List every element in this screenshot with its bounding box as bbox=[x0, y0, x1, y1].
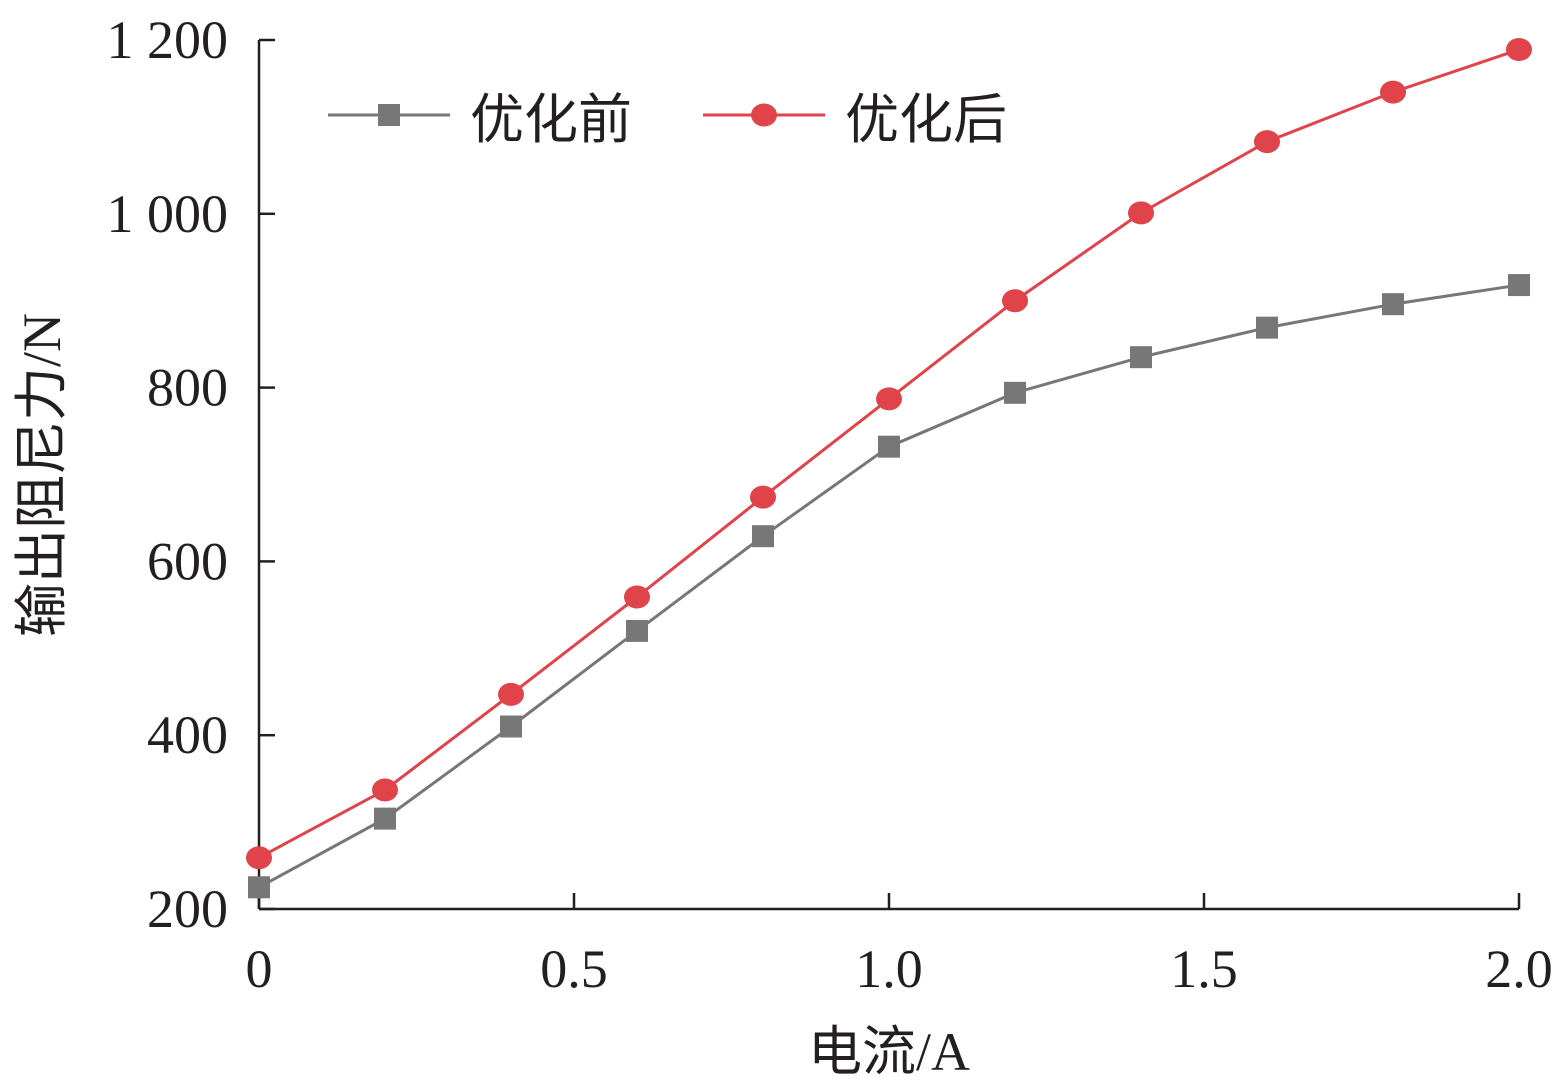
x-tick-label: 1.5 bbox=[1170, 939, 1238, 999]
data-point-square bbox=[878, 435, 900, 458]
data-point-circle bbox=[624, 585, 650, 609]
data-point-circle bbox=[246, 846, 272, 870]
y-tick-label: 600 bbox=[147, 531, 228, 591]
data-point-circle bbox=[750, 485, 776, 509]
data-point-square bbox=[1508, 274, 1530, 297]
y-axis-label: 输出阻尼力/N bbox=[12, 313, 72, 637]
data-point-square bbox=[626, 619, 648, 642]
x-axis-label: 电流/A bbox=[808, 1022, 970, 1082]
data-point-circle bbox=[876, 387, 902, 411]
data-point-square bbox=[752, 525, 774, 548]
data-point-circle bbox=[372, 778, 398, 802]
data-point-circle bbox=[1506, 38, 1532, 62]
data-point-square bbox=[1256, 316, 1278, 339]
legend-label: 优化前 bbox=[470, 90, 632, 150]
data-point-square bbox=[500, 715, 522, 738]
x-tick-label: 0.5 bbox=[540, 939, 608, 999]
series-group bbox=[246, 38, 1532, 899]
data-point-circle bbox=[1002, 289, 1028, 313]
legend-label: 优化后 bbox=[845, 90, 1007, 150]
data-point-circle bbox=[1254, 130, 1280, 154]
x-tick-label: 1.0 bbox=[855, 939, 923, 999]
legend-marker-circle bbox=[751, 103, 777, 127]
x-tick-label: 2.0 bbox=[1485, 939, 1553, 999]
data-point-square bbox=[374, 807, 396, 830]
series-line bbox=[258, 283, 1520, 889]
data-point-square bbox=[1382, 293, 1404, 316]
y-tick-label: 400 bbox=[147, 705, 228, 765]
legend-marker-square bbox=[378, 104, 400, 126]
legend: 优化前 优化后 bbox=[328, 90, 1007, 150]
y-tick-label: 1 200 bbox=[107, 10, 229, 70]
data-point-square bbox=[1004, 381, 1026, 404]
data-point-square bbox=[248, 876, 270, 899]
data-point-circle bbox=[498, 682, 524, 706]
axes: 200 400 600 800 1 000 1 200 0 0.5 1.0 1.5 2.0 bbox=[107, 10, 1553, 999]
y-tick-label: 200 bbox=[147, 879, 228, 939]
data-point-square bbox=[1130, 346, 1152, 369]
data-point-circle bbox=[1128, 201, 1154, 225]
x-tick-label: 0 bbox=[246, 939, 273, 999]
y-tick-label: 800 bbox=[147, 358, 228, 418]
y-tick-label: 1 000 bbox=[107, 184, 229, 244]
data-point-circle bbox=[1380, 80, 1406, 104]
